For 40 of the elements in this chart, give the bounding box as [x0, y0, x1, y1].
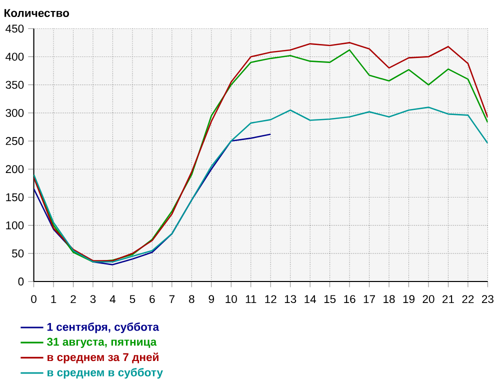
x-tick-label: 22	[462, 295, 474, 303]
y-tick-label: 50	[12, 249, 24, 258]
y-tick-label: 250	[6, 136, 24, 145]
x-tick-label: 1	[51, 295, 56, 303]
x-tick-label: 0	[31, 294, 36, 303]
x-tick-label: 13	[284, 294, 296, 303]
x-tick-label: 21	[442, 295, 454, 303]
x-tick-label: 6	[150, 294, 155, 303]
x-tick-label: 12	[265, 295, 276, 303]
line-series	[34, 106, 488, 262]
x-tick-label: 14	[304, 295, 316, 303]
x-tick-label: 10	[226, 294, 237, 303]
x-tick-label: 20	[422, 294, 434, 303]
y-tick-label: 400	[6, 52, 24, 61]
x-tick-label: 3	[90, 294, 96, 303]
legend-label: в среднем в субботу	[48, 368, 163, 378]
legend-label: 1 сентября, суббота	[47, 322, 160, 333]
y-tick-label: 0	[18, 277, 24, 286]
y-tick-label: 100	[6, 221, 24, 230]
y-tick-label: 200	[6, 165, 24, 173]
y-axis-title: Количество	[4, 9, 70, 17]
legend-label: 31 августа, пятница	[47, 338, 157, 348]
x-tick-label: 17	[364, 295, 375, 303]
x-tick-label: 5	[130, 295, 136, 303]
x-tick-label: 2	[70, 295, 76, 303]
x-tick-label: 16	[344, 294, 356, 303]
x-tick-label: 7	[169, 295, 174, 303]
y-tick-label: 450	[6, 24, 24, 32]
x-tick-label: 4	[110, 295, 116, 303]
x-tick-label: 8	[189, 294, 194, 303]
x-tick-label: 9	[208, 294, 214, 303]
y-tick-label: 300	[6, 108, 24, 117]
x-tick-label: 18	[384, 294, 395, 303]
x-tick-label: 23	[482, 294, 494, 303]
y-tick-label: 150	[6, 193, 24, 202]
x-tick-label: 19	[403, 294, 414, 303]
x-tick-label: 15	[324, 295, 336, 303]
x-tick-label: 11	[246, 295, 256, 303]
y-tick-label: 350	[6, 80, 24, 89]
legend-label: в среднем за 7 дней	[48, 352, 158, 364]
